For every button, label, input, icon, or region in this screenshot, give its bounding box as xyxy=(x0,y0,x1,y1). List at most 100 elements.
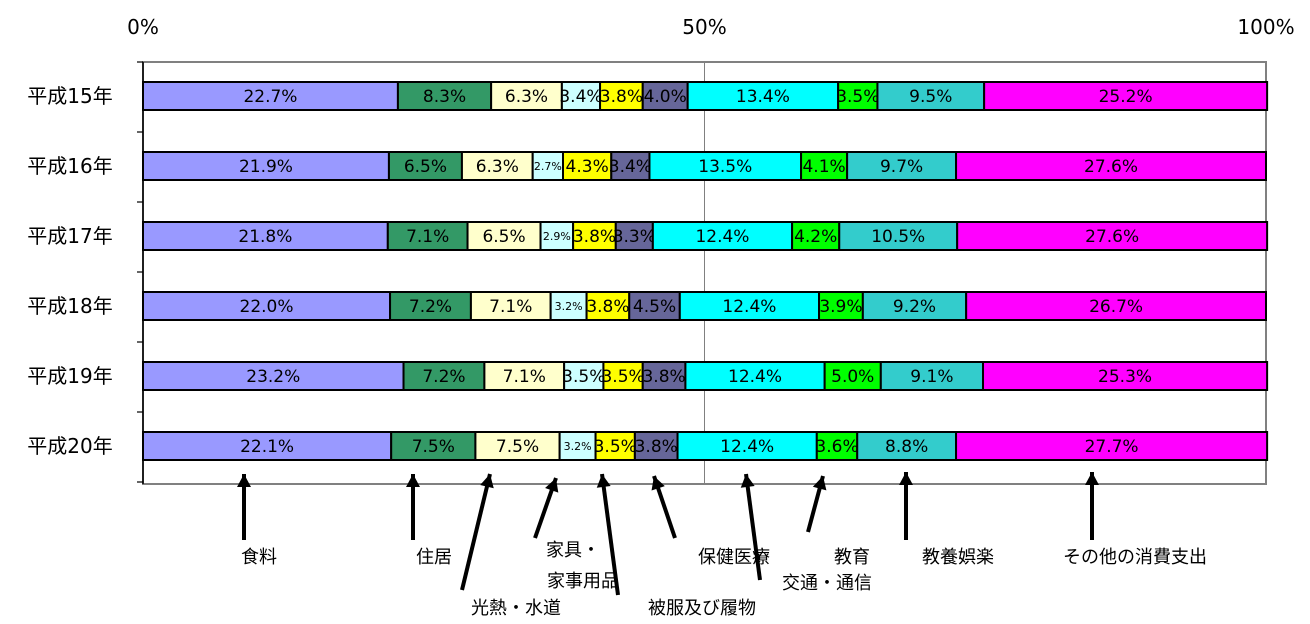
data-label: 12.4% xyxy=(695,227,749,247)
pointer-arrow-shaft xyxy=(600,473,620,596)
bar-segment xyxy=(791,221,841,251)
data-label: 7.1% xyxy=(406,227,449,247)
annotation-food: 食料 xyxy=(241,547,277,568)
data-label: 22.1% xyxy=(240,437,294,457)
data-label: 9.1% xyxy=(910,367,953,387)
annotation-clothing: 被服及び履物 xyxy=(648,598,756,619)
data-label: 12.4% xyxy=(722,297,776,317)
x-tick-label: 50% xyxy=(682,15,726,39)
bar-segment xyxy=(648,151,803,181)
bar-segment xyxy=(965,291,1267,321)
pointer-arrow-head xyxy=(899,472,913,485)
data-label: 3.5% xyxy=(836,87,879,107)
bar-segment xyxy=(846,151,958,181)
data-label: 6.3% xyxy=(505,87,548,107)
pointer-arrow-head xyxy=(812,476,827,491)
annotation-furniture-line1: 家具・ xyxy=(546,540,600,561)
bar-segment xyxy=(594,431,636,461)
data-label: 27.6% xyxy=(1085,227,1139,247)
annotation-layer: 食料 住居 家具・ 家事用品 光熱・水道 被服及び履物 保健医療 教育 交通・通… xyxy=(241,540,1207,619)
data-label: 7.1% xyxy=(489,297,532,317)
pointer-arrow-shaft xyxy=(744,473,762,581)
data-label: 21.9% xyxy=(239,157,293,177)
data-label: 9.7% xyxy=(880,157,923,177)
data-label: 6.3% xyxy=(476,157,519,177)
bar-segment xyxy=(531,151,565,181)
pointer-arrow-head xyxy=(545,478,559,493)
data-label: 21.8% xyxy=(238,227,292,247)
data-label: 4.5% xyxy=(633,297,676,317)
bar-segment xyxy=(389,291,472,321)
data-label: 7.5% xyxy=(412,437,455,457)
data-label: 8.8% xyxy=(885,437,928,457)
annotation-utilities: 光熱・水道 xyxy=(471,598,561,619)
data-label: 9.2% xyxy=(893,297,936,317)
bar-segment xyxy=(474,431,561,461)
bar-segment xyxy=(387,151,463,181)
data-label: 13.5% xyxy=(698,157,752,177)
data-label: 7.2% xyxy=(422,367,465,387)
data-label: 2.9% xyxy=(543,230,571,243)
data-label: 3.9% xyxy=(819,297,862,317)
data-label: 25.3% xyxy=(1098,367,1152,387)
bar-segment xyxy=(818,291,864,321)
data-label: 3.8% xyxy=(573,227,616,247)
data-label: 4.1% xyxy=(802,157,845,177)
bar-segment xyxy=(469,291,552,321)
data-label: 26.7% xyxy=(1089,297,1143,317)
bar-segment xyxy=(386,221,469,251)
bar-segment xyxy=(142,431,393,461)
data-label: 3.5% xyxy=(601,367,644,387)
data-label: 3.5% xyxy=(562,367,605,387)
bar-segment xyxy=(684,361,826,391)
data-label: 3.2% xyxy=(564,440,592,453)
bar-segment xyxy=(879,361,985,391)
bar-segment xyxy=(983,81,1269,111)
bar-segment xyxy=(614,221,654,251)
x-tick-label: 100% xyxy=(1237,15,1294,39)
pointer-arrow-head xyxy=(596,474,611,488)
data-label: 5.0% xyxy=(831,367,874,387)
data-label: 3.8% xyxy=(635,437,678,457)
data-label: 8.3% xyxy=(423,87,466,107)
pointer-arrow-shaft xyxy=(460,473,492,591)
annotation-other: その他の消費支出 xyxy=(1063,547,1207,568)
data-label: 3.8% xyxy=(586,297,629,317)
annotation-furniture-line2: 家事用品 xyxy=(547,571,619,592)
data-label: 7.1% xyxy=(503,367,546,387)
category-label: 平成18年 xyxy=(27,294,112,318)
pointer-arrow-head xyxy=(740,474,755,488)
category-label: 平成16年 xyxy=(27,154,112,178)
data-label: 4.0% xyxy=(644,87,687,107)
data-label: 27.6% xyxy=(1084,157,1138,177)
bar-segment xyxy=(955,431,1269,461)
category-label: 平成20年 xyxy=(27,434,112,458)
data-label: 27.7% xyxy=(1085,437,1139,457)
data-label: 3.6% xyxy=(815,437,858,457)
data-label: 7.2% xyxy=(409,297,452,317)
data-label: 12.4% xyxy=(728,367,782,387)
bar-segment xyxy=(558,431,597,461)
bar-segment xyxy=(956,221,1269,251)
data-label: 22.7% xyxy=(243,87,297,107)
data-label: 3.8% xyxy=(600,87,643,107)
bar-segment xyxy=(686,81,840,111)
bar-segment xyxy=(460,151,534,181)
bar-layer: 22.7% 8.3% 6.3% 3.4%3.8% 4.0% 13.4% 3.5% 9.5% 25… xyxy=(142,81,1269,461)
data-label: 9.5% xyxy=(909,87,952,107)
pointer-arrow-head xyxy=(1085,472,1099,485)
data-label: 10.5% xyxy=(871,227,925,247)
data-label: 25.2% xyxy=(1099,87,1153,107)
bar-segment xyxy=(876,81,986,111)
data-label: 12.4% xyxy=(720,437,774,457)
bar-segment xyxy=(142,221,389,251)
bar-segment xyxy=(610,151,651,181)
data-label: 4.3% xyxy=(566,157,609,177)
bar-segment xyxy=(390,431,477,461)
bar-segment xyxy=(641,81,689,111)
x-tick-label: 0% xyxy=(127,15,159,39)
bar-segment xyxy=(483,361,566,391)
category-label: 平成19年 xyxy=(27,364,112,388)
data-label: 3.5% xyxy=(594,437,637,457)
